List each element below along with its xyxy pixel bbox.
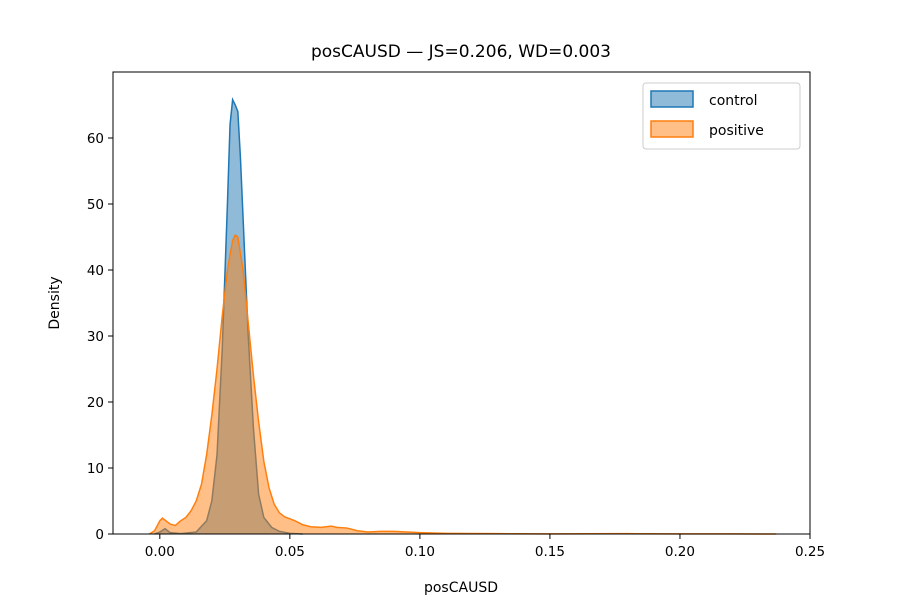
chart-title: posCAUSD — JS=0.206, WD=0.003 — [311, 42, 611, 62]
x-axis-title: posCAUSD — [424, 580, 498, 596]
y-tick-label: 10 — [87, 461, 104, 477]
y-tick-label: 20 — [87, 395, 104, 411]
x-axis: 0.00 0.05 0.10 0.15 0.20 0.25 — [145, 534, 825, 560]
x-tick-label: 0.15 — [535, 544, 565, 560]
x-tick-label: 0.00 — [145, 544, 175, 560]
y-axis-title: Density — [47, 276, 63, 329]
legend-swatch-positive — [650, 120, 694, 138]
y-axis: 0 10 20 30 40 50 60 — [87, 131, 113, 543]
x-tick-label: 0.20 — [665, 544, 695, 560]
x-tick-label: 0.10 — [405, 544, 435, 560]
plot-frame — [112, 71, 811, 535]
y-tick-label: 40 — [87, 263, 104, 279]
x-tick-label: 0.05 — [275, 544, 305, 560]
series-line-positive — [149, 233, 777, 535]
x-tick-label: 0.25 — [795, 544, 825, 560]
legend-label-positive: positive — [709, 123, 764, 139]
legend: control positive — [642, 82, 801, 150]
legend-label-control: control — [709, 93, 758, 109]
series-area-positive — [149, 235, 777, 534]
y-tick-label: 0 — [95, 527, 104, 543]
legend-swatch-control — [650, 90, 694, 108]
y-tick-label: 60 — [87, 131, 104, 147]
y-tick-label: 50 — [87, 197, 104, 213]
y-tick-label: 30 — [87, 329, 104, 345]
